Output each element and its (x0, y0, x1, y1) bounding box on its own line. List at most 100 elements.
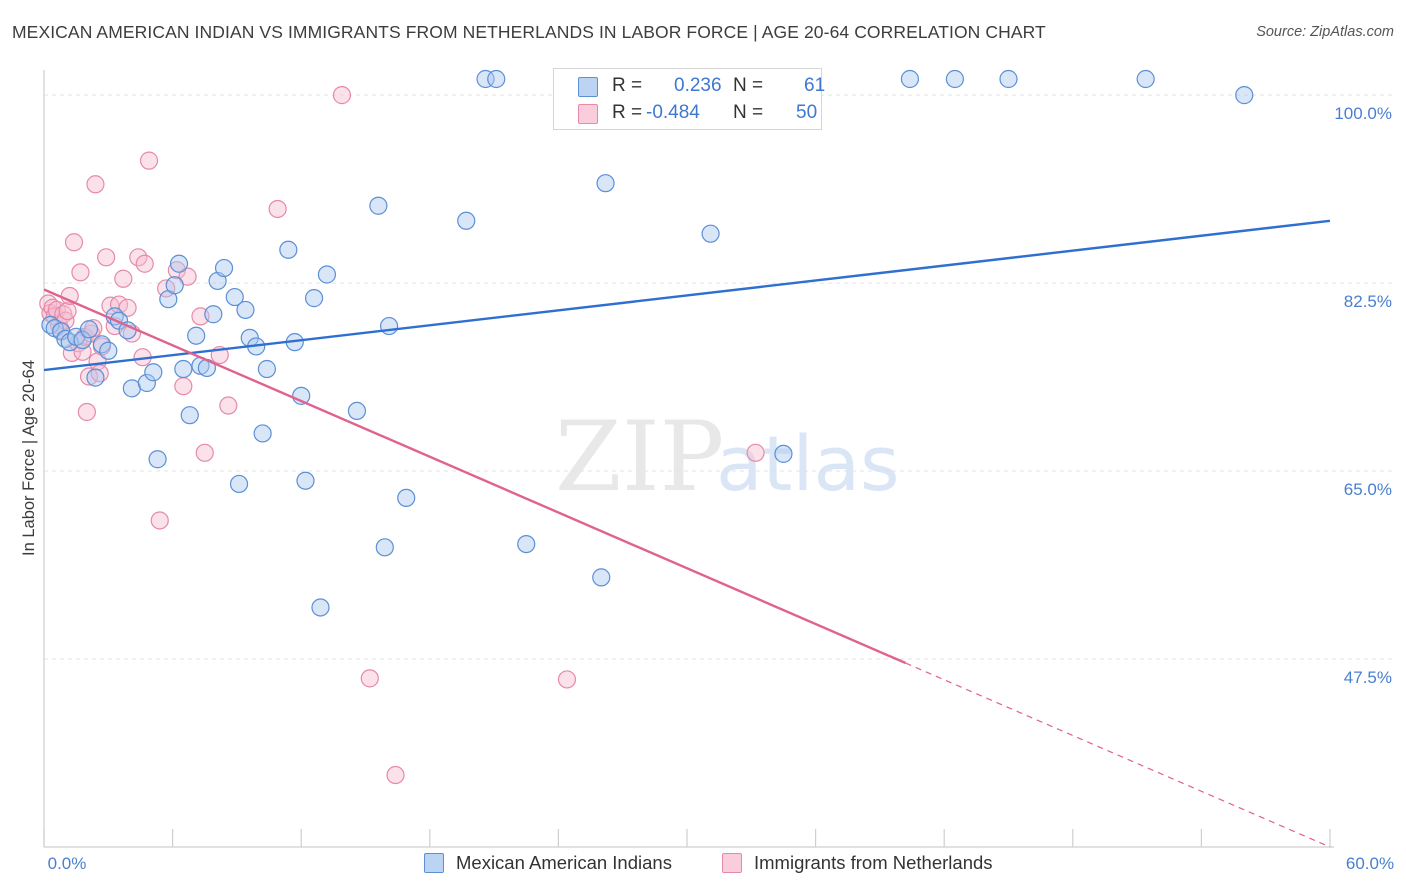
r-label: R = (612, 102, 643, 123)
blue-data-point[interactable] (945, 69, 965, 89)
axes (43, 70, 1334, 848)
pink-swatch (722, 853, 742, 873)
y-tick-label: 65.0% (1344, 480, 1392, 499)
blue-data-point[interactable] (169, 254, 189, 273)
pink-data-point[interactable] (332, 86, 352, 105)
x-tick-labels: 0.0% 60.0% (48, 854, 1394, 873)
blue-data-point[interactable] (774, 444, 793, 463)
blue-data-point[interactable] (517, 534, 536, 554)
blue-data-point[interactable] (1235, 86, 1254, 105)
x-tick-label-min: 0.0% (48, 854, 87, 873)
blue-data-point[interactable] (144, 363, 163, 382)
n-label: N = (733, 102, 764, 123)
blue-trend-line (43, 219, 1331, 372)
blue-data-point[interactable] (236, 300, 255, 320)
blue-data-point[interactable] (397, 488, 416, 508)
pink-swatch (578, 104, 598, 124)
blue-data-point[interactable] (229, 474, 249, 494)
pink-data-point[interactable] (174, 377, 193, 396)
blue-data-point[interactable] (279, 240, 298, 259)
pink-data-point[interactable] (64, 233, 84, 252)
blue-data-point[interactable] (375, 538, 394, 557)
pink-data-point[interactable] (88, 352, 107, 371)
blue-data-point[interactable] (592, 568, 611, 587)
pink-data-point[interactable] (219, 396, 238, 415)
blue-data-point[interactable] (204, 305, 223, 324)
blue-data-point[interactable] (369, 196, 388, 215)
pink-data-point[interactable] (178, 267, 197, 286)
blue-data-point[interactable] (99, 341, 118, 360)
y-tick-label: 82.5% (1344, 292, 1392, 311)
pink-data-point[interactable] (77, 402, 96, 422)
blue-data-point[interactable] (180, 406, 199, 425)
blue-data-point[interactable] (304, 289, 324, 308)
y-tick-label: 47.5% (1344, 668, 1392, 687)
y-tick-label: 100.0% (1334, 104, 1392, 123)
y-axis-label: In Labor Force | Age 20-64 (20, 360, 38, 556)
watermark-atlas: atlas (716, 419, 900, 508)
stats-legend: R = 0.236 N = 61 R = -0.484 N = 50 (553, 68, 825, 130)
blue-data-point[interactable] (311, 598, 330, 617)
r-value: 0.236 (674, 75, 722, 96)
pink-data-point[interactable] (114, 269, 133, 288)
chart-title: MEXICAN AMERICAN INDIAN VS IMMIGRANTS FR… (12, 22, 1046, 42)
blue-swatch (578, 77, 598, 97)
pink-data-point[interactable] (268, 199, 287, 219)
legend-label: Immigrants from Netherlands (754, 852, 993, 873)
pink-data-point[interactable] (135, 254, 154, 273)
r-value: -0.484 (646, 102, 700, 123)
pink-data-point[interactable] (195, 443, 214, 462)
blue-data-point[interactable] (347, 401, 367, 421)
blue-data-point[interactable] (86, 368, 105, 387)
pink-data-point[interactable] (150, 511, 169, 530)
blue-data-point[interactable] (317, 265, 337, 284)
blue-data-point[interactable] (137, 373, 156, 393)
blue-data-point[interactable] (148, 450, 167, 469)
blue-data-point[interactable] (1136, 69, 1155, 89)
pink-data-point[interactable] (746, 443, 765, 462)
pink-data-point[interactable] (97, 248, 116, 267)
pink-data-point[interactable] (139, 151, 159, 170)
pink-data-point[interactable] (86, 175, 105, 194)
watermark: ZIP atlas (555, 401, 900, 513)
blue-data-point[interactable] (225, 287, 244, 307)
y-tick-labels: 47.5% 65.0% 82.5% 100.0% (1334, 104, 1392, 687)
pink-trend-line-extension (905, 662, 1331, 848)
blue-data-point[interactable] (701, 224, 720, 243)
pink-data-point[interactable] (118, 298, 137, 317)
blue-data-point[interactable] (476, 69, 495, 89)
n-value: 50 (796, 102, 818, 123)
pink-data-point[interactable] (71, 263, 90, 282)
n-label: N = (733, 75, 764, 96)
blue-data-point[interactable] (165, 276, 184, 295)
blue-data-point[interactable] (596, 174, 615, 193)
pink-data-point[interactable] (58, 301, 77, 321)
watermark-zip: ZIP (555, 401, 724, 513)
pink-data-point[interactable] (79, 367, 99, 386)
blue-data-point[interactable] (79, 320, 99, 339)
trend-lines (43, 219, 1331, 848)
pink-trend-line (43, 288, 907, 665)
blue-data-point[interactable] (379, 316, 399, 336)
blue-data-point[interactable] (487, 69, 506, 89)
blue-data-point[interactable] (900, 69, 920, 89)
pink-data-point[interactable] (386, 765, 405, 785)
pink-data-point[interactable] (360, 669, 379, 688)
r-label: R = (612, 75, 643, 96)
blue-data-point[interactable] (457, 211, 476, 230)
blue-data-point[interactable] (257, 359, 277, 379)
blue-swatch (424, 853, 444, 873)
blue-data-point[interactable] (214, 258, 234, 278)
x-tick-label-max: 60.0% (1346, 854, 1394, 873)
pink-data-point[interactable] (557, 670, 577, 689)
blue-data-point[interactable] (253, 424, 272, 443)
blue-data-point[interactable] (187, 326, 206, 345)
blue-data-point[interactable] (999, 69, 1018, 89)
pink-data-point[interactable] (129, 248, 148, 267)
blue-data-point[interactable] (296, 471, 315, 490)
blue-data-point[interactable] (73, 330, 92, 350)
blue-data-point[interactable] (174, 359, 193, 379)
source-credit: Source: ZipAtlas.com (1256, 24, 1394, 40)
blue-data-point[interactable] (92, 335, 111, 354)
